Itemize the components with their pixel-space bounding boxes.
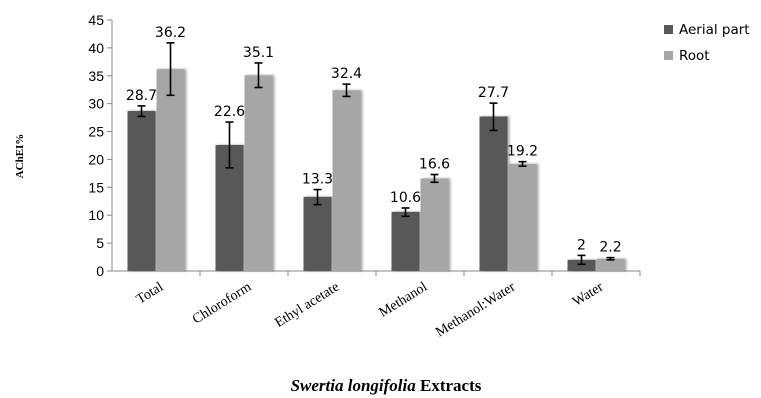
data-label: 36.2 [155,25,186,41]
data-labels: 28.7 36.2 22.6 35.1 13.3 32.4 10.6 16.6 27.7 19.2… [126,25,622,256]
data-label: 32.4 [331,66,362,82]
bar-root [244,75,273,271]
legend: Aerial part Root [664,22,750,64]
error-bars [137,42,615,266]
data-label: 13.3 [302,172,333,188]
x-tick-label: Chloroform [190,280,254,328]
bar-root [508,163,537,271]
y-tick-label: 0 [96,263,104,279]
data-label: 10.6 [390,190,421,206]
bar-aerial-part [479,116,508,272]
y-tick-label: 25 [88,124,104,140]
legend-swatch [664,25,673,34]
bar-root [420,178,449,271]
x-tick-label: Water [570,279,606,309]
x-tick-label: Total [134,280,166,308]
y-tick-label: 30 [88,96,104,112]
y-tick-label: 40 [88,40,104,56]
bars [127,69,625,272]
bar-aerial-part [567,259,596,271]
bar-root [596,258,625,271]
y-tick-label: 45 [88,12,104,28]
y-tick-label: 10 [88,207,104,223]
y-axis-label: AChEI% [14,134,26,179]
legend-label: Aerial part [679,22,750,38]
legend-label: Root [679,48,710,64]
x-axis-label-rest: Extracts [416,376,482,395]
bar-aerial-part [127,110,156,271]
data-label: 28.7 [126,88,157,104]
data-label: 22.6 [214,104,245,120]
x-tick-label: Methanol [377,280,431,321]
bar-aerial-part [303,196,332,271]
data-label: 2 [577,237,586,253]
x-axis-category-labels: Total Chloroform Ethyl acetate Methanol Meth… [134,279,606,340]
axes [111,20,641,276]
y-tick-label: 15 [88,179,104,195]
bar-root [156,69,185,271]
x-tick-label: Methanol:Water [433,279,518,340]
y-tick-label: 20 [88,151,104,167]
x-axis-label-italic: Swertia longifolia [291,376,417,395]
data-label: 27.7 [478,85,509,101]
y-tick-label: 35 [88,68,104,84]
bar-root [332,90,361,271]
data-label: 19.2 [507,144,538,160]
x-axis-label: Swertia longifolia Extracts [291,376,482,395]
data-label: 2.2 [599,240,621,256]
bar-aerial-part [391,211,420,271]
data-label: 16.6 [419,157,450,173]
data-label: 35.1 [243,45,274,61]
y-axis-ticks: 0 5 10 15 20 25 30 35 40 45 [88,12,112,279]
legend-swatch [664,51,673,60]
y-tick-label: 5 [96,235,104,251]
x-tick-label: Ethyl acetate [273,280,343,331]
